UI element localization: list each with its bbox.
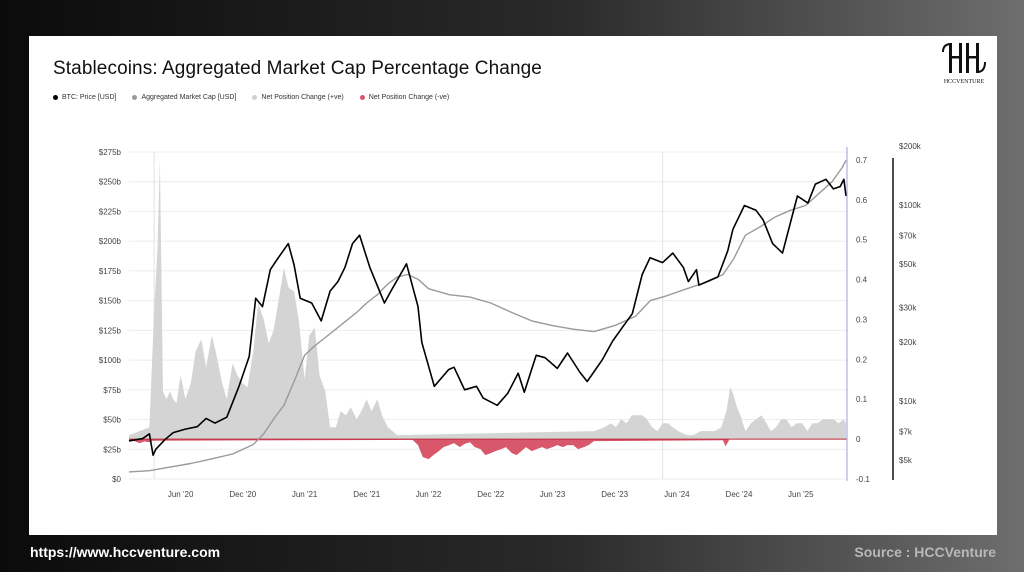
left-axis-tick-label: $250b bbox=[99, 178, 122, 187]
x-axis-tick-label: Dec '22 bbox=[477, 490, 504, 499]
axes: $0 $25b $50b $75b $100b $125b $150b $175b $200b $… bbox=[99, 142, 922, 499]
mid-axis-tick-label: 0 bbox=[856, 435, 861, 444]
mid-axis-tick-label: 0.3 bbox=[856, 315, 868, 324]
left-axis-tick-label: $150b bbox=[99, 297, 122, 306]
left-axis-tick-label: $125b bbox=[99, 326, 122, 335]
x-axis-tick-label: Dec '21 bbox=[353, 490, 380, 499]
legend-mcap-marker bbox=[132, 94, 138, 100]
hccventure-logo: HCCVENTURE bbox=[937, 40, 991, 86]
legend-btc-marker bbox=[53, 94, 58, 100]
right-axis-tick-label: $20k bbox=[899, 338, 917, 347]
footer-source: Source : HCCVenture bbox=[854, 544, 996, 560]
legend-pos-marker bbox=[252, 94, 258, 100]
left-axis-tick-label: $25b bbox=[103, 445, 121, 454]
legend-neg-label: Net Position Change (-ve) bbox=[368, 93, 450, 101]
mid-axis-tick-label: -0.1 bbox=[856, 475, 870, 484]
left-axis-tick-label: $0 bbox=[112, 475, 121, 484]
x-axis-tick-label: Jun '21 bbox=[292, 490, 318, 499]
mid-axis-tick-label: 0.2 bbox=[856, 355, 868, 364]
right-axis-tick-label: $30k bbox=[899, 303, 917, 312]
x-axis-tick-label: Dec '24 bbox=[726, 490, 753, 499]
x-axis-tick-label: Dec '20 bbox=[229, 490, 256, 499]
footer-website[interactable]: https://www.hccventure.com bbox=[30, 544, 221, 560]
left-axis-tick-label: $200b bbox=[99, 237, 122, 246]
left-axis-tick-label: $50b bbox=[103, 416, 121, 425]
x-axis-tick-label: Jun '25 bbox=[788, 490, 814, 499]
x-axis-tick-label: Jun '20 bbox=[168, 490, 194, 499]
right-axis-tick-label: $200k bbox=[899, 142, 922, 151]
mid-axis-tick-label: 0.4 bbox=[856, 276, 868, 285]
right-axis-tick-label: $100k bbox=[899, 201, 922, 210]
right-axis-tick-label: $10k bbox=[899, 397, 917, 406]
left-axis-tick-label: $100b bbox=[99, 356, 122, 365]
left-axis-tick-label: $275b bbox=[99, 148, 122, 157]
x-axis-tick-label: Jun '24 bbox=[664, 490, 690, 499]
mid-axis-tick-label: 0.5 bbox=[856, 236, 868, 245]
left-axis-tick-label: $225b bbox=[99, 207, 122, 216]
aggregated-market-cap-line bbox=[128, 159, 847, 473]
legend-pos-label: Net Position Change (+ve) bbox=[261, 93, 344, 101]
chart-card: Stablecoins: Aggregated Market Cap Perce… bbox=[29, 36, 997, 535]
net-position-positive-area bbox=[129, 160, 846, 440]
legend-item-btc: BTC: Price [USD] bbox=[53, 91, 116, 103]
left-axis-tick-label: $75b bbox=[103, 386, 121, 395]
legend-mcap-label: Aggregated Market Cap [USD] bbox=[141, 93, 237, 101]
legend-neg-marker bbox=[359, 94, 365, 100]
right-axis-tick-label: $7k bbox=[899, 427, 913, 436]
right-axis-tick-label: $50k bbox=[899, 260, 917, 269]
left-axis-tick-label: $175b bbox=[99, 267, 122, 276]
mid-axis-tick-label: 0.1 bbox=[856, 395, 868, 404]
mid-axis-tick-label: 0.7 bbox=[856, 156, 868, 165]
legend-btc-label: BTC: Price [USD] bbox=[62, 93, 117, 101]
right-axis-tick-label: $5k bbox=[899, 456, 913, 465]
logo-mark-icon bbox=[942, 43, 986, 73]
x-axis-tick-label: Jun '22 bbox=[416, 490, 442, 499]
mid-axis-tick-label: 0.6 bbox=[856, 196, 868, 205]
right-axis-tick-label: $70k bbox=[899, 231, 917, 240]
x-axis-tick-label: Dec '23 bbox=[601, 490, 628, 499]
legend-item-pos: Net Position Change (+ve) bbox=[252, 91, 344, 103]
series-lines bbox=[128, 159, 847, 473]
chart-legend: BTC: Price [USD] Aggregated Market Cap [… bbox=[53, 91, 449, 103]
x-axis-tick-label: Jun '23 bbox=[540, 490, 566, 499]
btc-price-line bbox=[128, 178, 847, 456]
position-change-areas bbox=[129, 160, 847, 460]
chart-title: Stablecoins: Aggregated Market Cap Perce… bbox=[53, 58, 542, 79]
net-position-negative-area bbox=[129, 439, 729, 460]
legend-item-mcap: Aggregated Market Cap [USD] bbox=[132, 91, 236, 103]
legend-item-neg: Net Position Change (-ve) bbox=[359, 91, 450, 103]
logo-text: HCCVENTURE bbox=[943, 79, 985, 85]
chart-svg: $0 $25b $50b $75b $100b $125b $150b $175b $200b $… bbox=[99, 142, 922, 499]
